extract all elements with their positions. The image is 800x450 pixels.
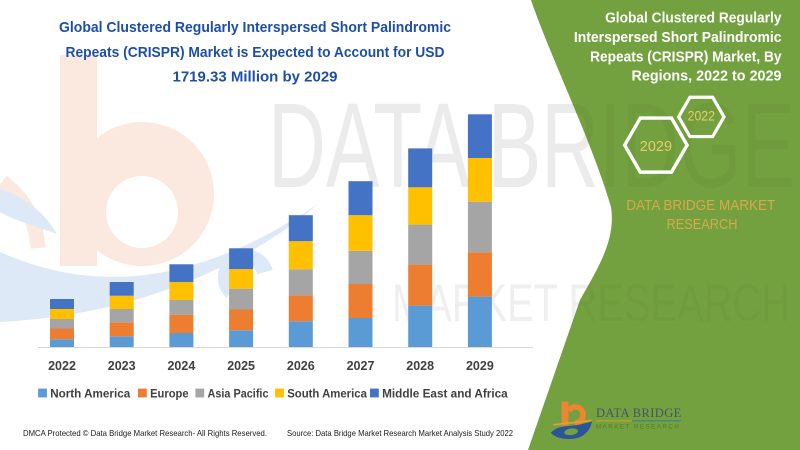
svg-text:2022: 2022 [688,109,715,124]
svg-text:Global Clustered Regularly Int: Global Clustered Regularly Interspersed … [59,19,451,36]
svg-text:RESEARCH: RESEARCH [667,216,738,233]
svg-text:DATA BRIDGE MARKET: DATA BRIDGE MARKET [626,197,775,214]
svg-text:2023: 2023 [108,359,136,373]
svg-text:Repeats (CRISPR) Market, By: Repeats (CRISPR) Market, By [590,49,781,65]
svg-text:DATA BRIDGE: DATA BRIDGE [596,406,682,420]
svg-text:Europe: Europe [150,386,189,400]
svg-text:MARKET RESEARCH: MARKET RESEARCH [596,424,680,431]
svg-text:Global Clustered Regularly: Global Clustered Regularly [605,11,781,27]
svg-text:2025: 2025 [227,359,255,373]
svg-text:2027: 2027 [347,359,375,373]
svg-text:DMCA Protected © Data Bridge M: DMCA Protected © Data Bridge Market Rese… [23,428,267,438]
svg-text:Repeats (CRISPR) Market is Exp: Repeats (CRISPR) Market is Expected to A… [66,44,445,61]
svg-text:Interspersed Short Palindromic: Interspersed Short Palindromic [574,30,782,46]
svg-text:2022: 2022 [48,359,76,373]
svg-text:Regions, 2022 to 2029: Regions, 2022 to 2029 [632,69,782,85]
svg-text:1719.33 Million by 2029: 1719.33 Million by 2029 [173,69,338,86]
svg-text:2024: 2024 [167,359,195,373]
svg-text:Middle East and Africa: Middle East and Africa [382,386,508,400]
svg-text:2029: 2029 [466,359,494,373]
svg-text:2028: 2028 [406,359,434,373]
svg-text:2029: 2029 [640,138,672,155]
svg-text:North America: North America [50,386,130,400]
svg-text:South America: South America [287,386,367,400]
svg-text:2026: 2026 [287,359,315,373]
svg-text:Asia Pacific: Asia Pacific [208,386,269,400]
svg-text:Source: Data Bridge Market Res: Source: Data Bridge Market Research Mark… [287,428,513,438]
